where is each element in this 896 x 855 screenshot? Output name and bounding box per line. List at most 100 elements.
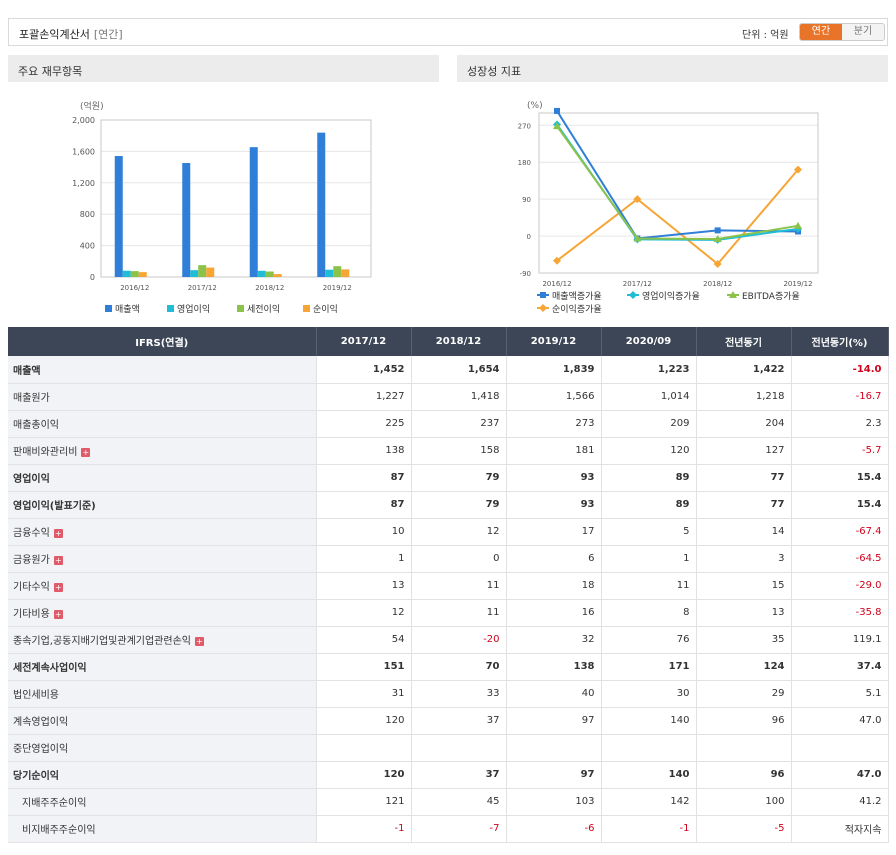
- table-row: 지배주주순이익 121 45 103 142 100 41.2: [8, 788, 889, 816]
- table-value-cell: 93: [506, 491, 602, 519]
- row-label-cell: 영업이익(발표기준): [8, 491, 317, 519]
- line-legend-label: 순이익증가율: [552, 303, 602, 315]
- table-row: 매출원가 1,227 1,418 1,566 1,014 1,218 -16.7: [8, 383, 889, 411]
- table-value-cell: 30: [601, 680, 697, 708]
- table-value-cell: 96: [696, 761, 792, 789]
- expand-plus-icon[interactable]: +: [53, 582, 63, 592]
- growth-title: 성장성 지표: [457, 55, 888, 82]
- bar-4-2019/12: [341, 269, 350, 277]
- table-value-cell: 138: [506, 653, 602, 681]
- toggle-annual-button[interactable]: 연간: [800, 24, 842, 40]
- row-label: 판매비와관리비: [13, 447, 78, 458]
- table-value-cell: 171: [601, 653, 697, 681]
- table-value-cell: 77: [696, 464, 792, 492]
- table-value-cell: 47.0: [791, 707, 889, 735]
- table-value-cell: 5.1: [791, 680, 889, 708]
- row-label-cell: 법인세비용: [8, 680, 317, 708]
- table-row: 중단영업이익: [8, 734, 889, 762]
- table-value-cell: 31: [316, 680, 412, 708]
- financial-bar-chart: (억원) 0 400 800 1,200 1,600 2,000 2016/12 2017/12…: [72, 100, 372, 315]
- bar-4-2017/12: [206, 267, 215, 277]
- table-value-cell: 15: [696, 572, 792, 600]
- period-toggle[interactable]: 연간 분기: [799, 23, 885, 41]
- row-label-cell: 매출총이익: [8, 410, 317, 438]
- row-label-cell: 중단영업이익: [8, 734, 317, 762]
- bar-xtick-label: 2018/12: [255, 284, 284, 292]
- row-label: 영업이익(발표기준): [13, 501, 96, 512]
- table-row: 종속기업,공동지배기업및관계기업관련손익 +54 -20 32 76 35 119.1: [8, 626, 889, 654]
- bar-2-2017/12: [190, 270, 199, 277]
- table-value-cell: 1,654: [411, 356, 507, 384]
- bar-1-2017/12: [182, 163, 191, 277]
- line-point-3-2017/12: [633, 234, 642, 242]
- table-row: 금융수익 +10 12 17 5 14 -67.4: [8, 518, 889, 546]
- table-value-cell: 1,839: [506, 356, 602, 384]
- row-label-cell: 매출액: [8, 356, 317, 384]
- financial-items-panel: 주요 재무항목 (억원) 0 400 800 1,200 1,600 2,000 2016/1…: [8, 55, 439, 325]
- bar-legend-swatch: [167, 305, 174, 312]
- line-ytick-label: -90: [520, 270, 531, 278]
- table-value-cell: 89: [601, 464, 697, 492]
- table-value-cell: 70: [411, 653, 507, 681]
- table-value-cell: -5.7: [791, 437, 889, 465]
- table-value-cell: 13: [316, 572, 412, 600]
- table-body: 매출액 1,452 1,654 1,839 1,223 1,422 -14.0 매출원가 1,2…: [8, 356, 889, 843]
- table-value-cell: 37.4: [791, 653, 889, 681]
- table-value-cell: -29.0: [791, 572, 889, 600]
- bar-ytick-label: 400: [80, 242, 95, 251]
- line-point-4-2017/12: [633, 195, 642, 204]
- expand-plus-icon[interactable]: +: [53, 528, 63, 538]
- bar-4-2016/12: [138, 272, 147, 277]
- table-value-cell: 1: [316, 545, 412, 573]
- table-value-cell: 37: [411, 707, 507, 735]
- table-value-cell: -67.4: [791, 518, 889, 546]
- table-value-cell: -20: [411, 626, 507, 654]
- bar-3-2017/12: [198, 265, 207, 277]
- income-statement-table: IFRS(연결) 2017/12 2018/12 2019/12 2020/09 전년동기…: [8, 327, 889, 843]
- table-row: 판매비와관리비 +138 158 181 120 127 -5.7: [8, 437, 889, 465]
- line-legend-label: EBITDA증가율: [742, 291, 800, 302]
- table-value-cell: 1,227: [316, 383, 412, 411]
- line-legend-marker: [540, 292, 546, 298]
- row-label: 기타비용: [13, 609, 50, 620]
- toggle-quarter-button[interactable]: 분기: [842, 24, 884, 40]
- expand-plus-icon[interactable]: +: [53, 609, 63, 619]
- table-row: 법인세비용 31 33 40 30 29 5.1: [8, 680, 889, 708]
- table-value-cell: 2.3: [791, 410, 889, 438]
- row-label-cell: 계속영업이익: [8, 707, 317, 735]
- bar-1-2019/12: [317, 132, 326, 277]
- table-value-cell: 87: [316, 464, 412, 492]
- bar-1-2018/12: [249, 147, 258, 277]
- row-label-cell: 비지배주주순이익: [8, 815, 317, 843]
- line-point-3-2019/12: [794, 221, 802, 229]
- table-value-cell: 54: [316, 626, 412, 654]
- expand-plus-icon[interactable]: +: [194, 636, 204, 646]
- table-header-cell: 2019/12: [506, 327, 602, 356]
- expand-plus-icon[interactable]: +: [81, 447, 91, 457]
- line-series-2: [556, 123, 799, 241]
- line-ytick-label: 0: [527, 233, 531, 241]
- row-label-cell: 기타수익 +: [8, 572, 317, 600]
- expand-plus-icon[interactable]: +: [53, 555, 63, 565]
- bar-ytick-label: 1,600: [72, 147, 95, 156]
- table-value-cell: 14: [696, 518, 792, 546]
- table-value-cell: 79: [411, 491, 507, 519]
- bar-1-2016/12: [114, 156, 123, 277]
- bar-legend-label: 영업이익: [177, 303, 210, 315]
- row-label-cell: 세전계속사업이익: [8, 653, 317, 681]
- table-value-cell: 89: [601, 491, 697, 519]
- row-label: 금융원가: [13, 555, 50, 566]
- table-value-cell: -6: [506, 815, 602, 843]
- table-header-cell: 전년동기(%): [791, 327, 889, 356]
- table-row: 기타수익 +13 11 18 11 15 -29.0: [8, 572, 889, 600]
- table-row: 당기순이익 120 37 97 140 96 47.0: [8, 761, 889, 789]
- row-label: 금융수익: [13, 528, 50, 539]
- line-point-1-2016/12: [554, 107, 560, 114]
- line-xtick-label: 2017/12: [623, 280, 652, 288]
- table-value-cell: 0: [411, 545, 507, 573]
- bar-plot-frame: [100, 119, 372, 278]
- table-value-cell: 1,566: [506, 383, 602, 411]
- line-series-1: [556, 110, 799, 240]
- table-value-cell: -35.8: [791, 599, 889, 627]
- line-xtick-label: 2019/12: [783, 280, 812, 288]
